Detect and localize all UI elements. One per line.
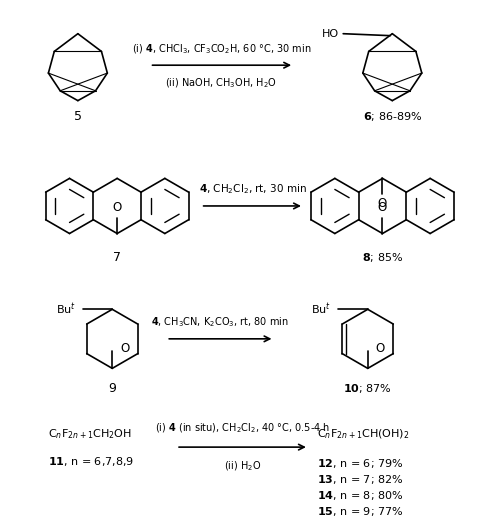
Text: O: O bbox=[376, 342, 385, 355]
Text: O: O bbox=[112, 202, 122, 214]
Text: $\mathbf{6}$; 86-89%: $\mathbf{6}$; 86-89% bbox=[362, 110, 422, 123]
Text: 5: 5 bbox=[74, 110, 82, 123]
Text: $\mathbf{11}$, n = 6,7,8,9: $\mathbf{11}$, n = 6,7,8,9 bbox=[48, 455, 134, 468]
Text: 9: 9 bbox=[108, 381, 116, 395]
Text: Bu$^t$: Bu$^t$ bbox=[56, 302, 76, 317]
Text: (ii) H$_2$O: (ii) H$_2$O bbox=[224, 459, 262, 472]
Text: $\mathbf{8}$; 85%: $\mathbf{8}$; 85% bbox=[362, 251, 403, 264]
Text: O: O bbox=[120, 342, 130, 355]
Text: $\mathbf{4}$, CH$_2$Cl$_2$, rt, 30 min: $\mathbf{4}$, CH$_2$Cl$_2$, rt, 30 min bbox=[199, 182, 307, 196]
Text: $\mathbf{14}$, n = 8; 80%: $\mathbf{14}$, n = 8; 80% bbox=[317, 489, 403, 502]
Text: $\mathbf{13}$, n = 7; 82%: $\mathbf{13}$, n = 7; 82% bbox=[317, 473, 403, 486]
Text: C$_n$F$_{2n+1}$CH$_2$OH: C$_n$F$_{2n+1}$CH$_2$OH bbox=[48, 427, 132, 441]
Text: Bu$^t$: Bu$^t$ bbox=[312, 302, 331, 317]
Text: C$_n$F$_{2n+1}$CH(OH)$_2$: C$_n$F$_{2n+1}$CH(OH)$_2$ bbox=[317, 428, 409, 441]
Text: O: O bbox=[378, 197, 387, 211]
Text: (i) $\mathbf{4}$, CHCl$_3$, CF$_3$CO$_2$H, 60 °C, 30 min: (i) $\mathbf{4}$, CHCl$_3$, CF$_3$CO$_2$… bbox=[132, 43, 311, 56]
Text: HO: HO bbox=[322, 29, 339, 39]
Text: (ii) NaOH, CH$_3$OH, H$_2$O: (ii) NaOH, CH$_3$OH, H$_2$O bbox=[166, 76, 277, 89]
Text: $\mathbf{12}$, n = 6; 79%: $\mathbf{12}$, n = 6; 79% bbox=[317, 458, 403, 470]
Text: $\mathbf{10}$; 87%: $\mathbf{10}$; 87% bbox=[343, 381, 392, 395]
Text: $\mathbf{15}$, n = 9; 77%: $\mathbf{15}$, n = 9; 77% bbox=[317, 504, 403, 518]
Text: 7: 7 bbox=[113, 251, 121, 264]
Text: $\mathbf{4}$, CH$_3$CN, K$_2$CO$_3$, rt, 80 min: $\mathbf{4}$, CH$_3$CN, K$_2$CO$_3$, rt,… bbox=[151, 315, 289, 329]
Text: O: O bbox=[378, 202, 387, 214]
Text: (i) $\mathbf{4}$ (in situ), CH$_2$Cl$_2$, 40 °C, 0.5-4 h: (i) $\mathbf{4}$ (in situ), CH$_2$Cl$_2$… bbox=[156, 422, 331, 435]
